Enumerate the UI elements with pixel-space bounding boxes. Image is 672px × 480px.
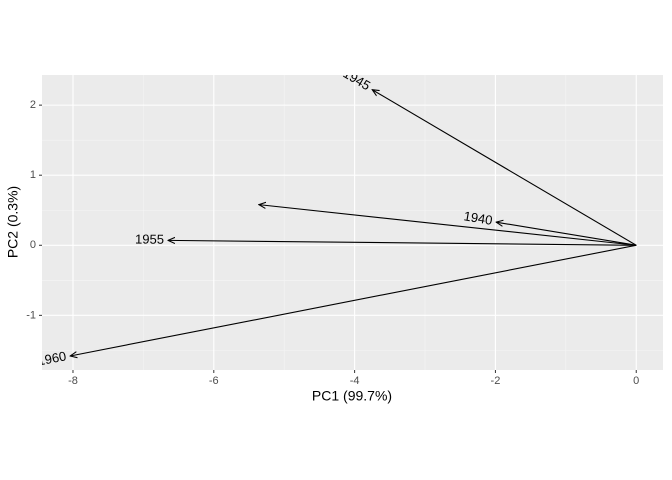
- loading-arrow: [70, 244, 637, 356]
- arrow-label: 1940: [463, 208, 494, 228]
- y-tick-label: 1: [30, 169, 36, 181]
- arrow-label: 1955: [135, 231, 164, 246]
- x-tick-label: -2: [491, 375, 501, 387]
- x-tick-label: -8: [68, 375, 78, 387]
- y-tick-label: 0: [30, 239, 36, 251]
- x-tick-label: -6: [209, 375, 219, 387]
- loading-arrow: [259, 205, 637, 246]
- loading-arrow: [496, 222, 637, 246]
- y-tick-label: -1: [26, 309, 36, 321]
- loading-arrow: [372, 90, 637, 246]
- x-tick-label: -4: [350, 375, 360, 387]
- panel: [42, 75, 663, 370]
- loading-arrow: [168, 240, 637, 246]
- y-axis-title: PC2 (0.3%): [5, 186, 21, 258]
- arrow-label: 1960: [36, 348, 67, 368]
- x-tick-label: 0: [633, 375, 639, 387]
- x-axis-title: PC1 (99.7%): [312, 388, 392, 404]
- y-tick-label: 2: [30, 99, 36, 111]
